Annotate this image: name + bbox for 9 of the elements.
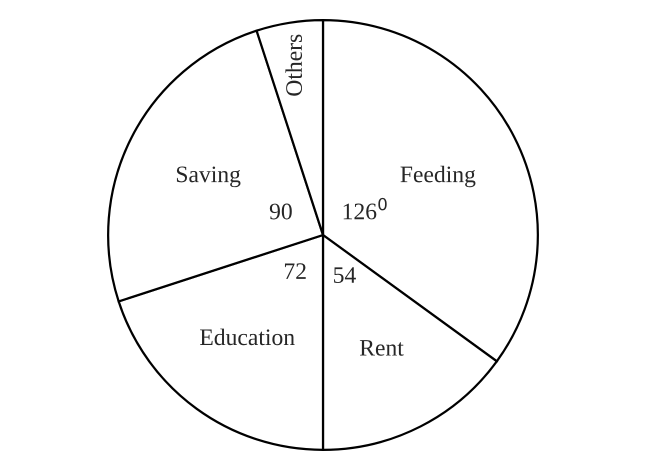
data-label: 126$^{0}$ (344, 198, 387, 220)
slice-label: Feeding (400, 166, 476, 188)
data-label: 72 (284, 263, 306, 279)
data-label: 54 (334, 267, 356, 284)
slice-label: Others (285, 34, 302, 96)
data-label: 90 (270, 204, 292, 220)
slice-label: Saving (176, 166, 240, 188)
slice-label: Rent (360, 340, 404, 356)
slice-label: Education (200, 328, 295, 346)
